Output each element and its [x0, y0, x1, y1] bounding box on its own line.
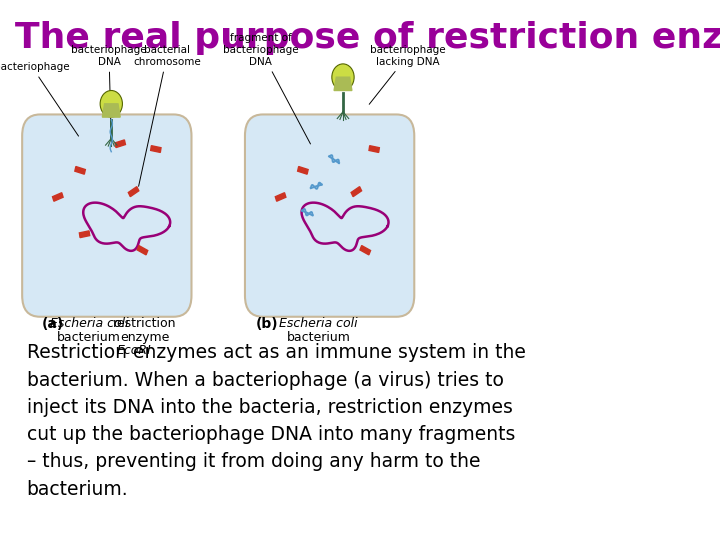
Text: bacteriophage: bacteriophage	[0, 62, 78, 136]
Text: bacteriophage
lacking DNA: bacteriophage lacking DNA	[369, 45, 446, 104]
Polygon shape	[138, 246, 148, 255]
Polygon shape	[115, 140, 125, 147]
Text: The real purpose of restriction enzymes: The real purpose of restriction enzymes	[16, 21, 720, 55]
Text: restriction: restriction	[113, 317, 176, 330]
Polygon shape	[150, 146, 161, 152]
Text: (b): (b)	[256, 317, 279, 331]
Polygon shape	[102, 104, 120, 117]
Text: Escheria coli: Escheria coli	[279, 317, 358, 330]
Text: (a): (a)	[42, 317, 65, 331]
Polygon shape	[360, 246, 371, 255]
Polygon shape	[297, 166, 308, 174]
Circle shape	[100, 91, 122, 117]
Text: EcoRI: EcoRI	[116, 345, 151, 357]
FancyBboxPatch shape	[245, 114, 414, 317]
Polygon shape	[351, 187, 361, 197]
FancyBboxPatch shape	[22, 114, 192, 317]
Text: bacterial
chromosome: bacterial chromosome	[133, 45, 201, 186]
Polygon shape	[275, 193, 286, 201]
Text: bacteriophage
DNA: bacteriophage DNA	[71, 45, 147, 138]
Text: bacterium: bacterium	[287, 331, 351, 344]
Text: Restriction enzymes act as an immune system in the
bacterium. When a bacteriopha: Restriction enzymes act as an immune sys…	[27, 343, 526, 498]
Text: bacterium: bacterium	[57, 331, 121, 344]
Text: Escheria coli: Escheria coli	[50, 317, 128, 330]
Text: enzyme: enzyme	[120, 331, 169, 344]
Polygon shape	[128, 187, 139, 197]
Polygon shape	[369, 146, 379, 152]
Polygon shape	[53, 193, 63, 201]
Polygon shape	[334, 77, 352, 91]
Polygon shape	[79, 231, 90, 238]
Circle shape	[332, 64, 354, 91]
Text: fragment of
bacteriophage
DNA: fragment of bacteriophage DNA	[222, 33, 310, 144]
Polygon shape	[75, 166, 86, 174]
